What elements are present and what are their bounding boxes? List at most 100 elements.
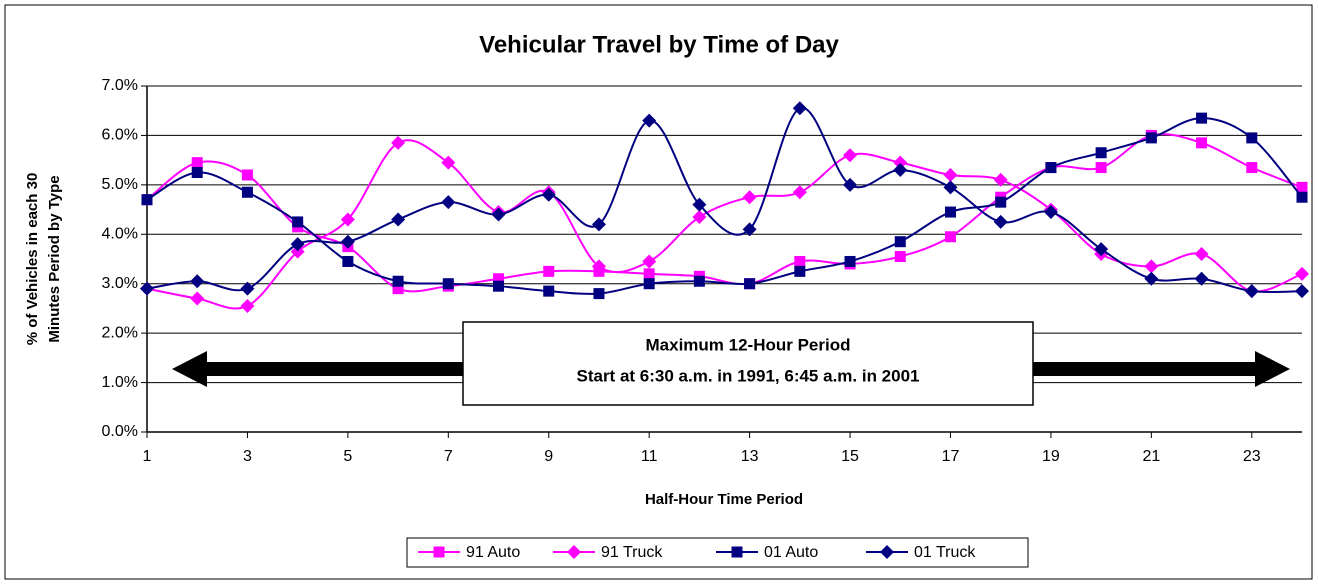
legend-label: 91 Truck: [601, 544, 663, 561]
annotation-box: [462, 321, 1034, 406]
series-line: [146, 117, 1303, 295]
annotation-text: Maximum 12-Hour Period: [646, 335, 851, 354]
x-tick-label: 11: [641, 448, 658, 465]
x-tick-label: 3: [243, 448, 252, 465]
marker: [993, 172, 1008, 187]
y-tick-label: 1.0%: [102, 374, 138, 391]
marker: [1194, 271, 1209, 286]
marker: [1194, 247, 1209, 262]
marker: [493, 273, 505, 285]
marker: [541, 187, 556, 202]
y-tick-label: 4.0%: [102, 226, 138, 243]
plot: [140, 101, 1309, 313]
marker: [893, 163, 908, 178]
marker: [1043, 205, 1058, 220]
x-tick-label: 5: [343, 448, 352, 465]
marker: [241, 186, 253, 198]
marker: [1296, 181, 1308, 193]
marker: [843, 148, 858, 163]
legend-label: 01 Auto: [764, 544, 818, 561]
marker: [1296, 191, 1308, 203]
marker: [643, 268, 655, 280]
marker: [792, 185, 807, 200]
marker: [543, 265, 555, 277]
marker: [643, 278, 655, 290]
marker: [391, 135, 406, 150]
marker: [642, 113, 657, 128]
marker: [441, 155, 456, 170]
marker: [1144, 259, 1159, 274]
marker: [1095, 162, 1107, 174]
y-tick-label: 0.0%: [102, 423, 138, 440]
chart-title: Vehicular Travel by Time of Day: [479, 31, 839, 58]
marker: [742, 190, 757, 205]
marker: [944, 206, 956, 218]
marker: [692, 197, 707, 212]
marker: [843, 177, 858, 192]
marker: [190, 274, 205, 289]
x-tick-label: 19: [1042, 448, 1060, 465]
marker: [1094, 242, 1109, 257]
marker: [591, 217, 606, 232]
marker: [140, 281, 154, 296]
marker: [340, 234, 355, 249]
marker: [441, 195, 456, 210]
left-arrow: [172, 351, 470, 387]
legend-label: 01 Truck: [914, 544, 976, 561]
legend-label: 91 Auto: [466, 544, 520, 561]
marker: [794, 265, 806, 277]
marker: [1045, 162, 1057, 174]
marker: [1246, 132, 1258, 144]
marker: [342, 255, 354, 267]
legend-marker: [567, 545, 581, 559]
legend-marker: [880, 545, 894, 559]
marker: [893, 155, 908, 170]
marker: [1095, 147, 1107, 159]
marker: [1295, 266, 1309, 281]
y-axis-title-line: % of Vehicles in each 30: [24, 173, 41, 346]
marker: [894, 251, 906, 263]
marker: [744, 278, 756, 290]
y-tick-label: 5.0%: [102, 176, 138, 193]
grid: 0.0%1.0%2.0%3.0%4.0%5.0%6.0%7.0%1 3 5 7 9 11 1…: [102, 77, 1302, 465]
marker: [491, 207, 506, 222]
marker: [241, 169, 253, 181]
y-axis-title: % of Vehicles in each 30 Minutes Period …: [24, 173, 63, 346]
marker: [944, 231, 956, 243]
x-tick-label: 1: [143, 448, 152, 465]
legend: 91 Auto 91 Truck 01 Auto 01 Truck: [418, 544, 976, 561]
marker: [493, 280, 505, 292]
marker: [340, 212, 355, 227]
marker: [191, 157, 203, 169]
marker: [442, 278, 454, 290]
marker: [742, 222, 757, 237]
y-tick-label: 3.0%: [102, 275, 138, 292]
marker: [692, 209, 707, 224]
marker: [591, 259, 606, 274]
marker: [1244, 284, 1259, 299]
right-arrow: [1028, 351, 1290, 387]
marker: [392, 283, 404, 295]
marker: [642, 254, 657, 269]
x-tick-label: 23: [1243, 448, 1261, 465]
marker: [392, 275, 404, 287]
marker: [794, 255, 806, 267]
marker: [190, 291, 205, 306]
marker: [943, 180, 958, 195]
marker: [191, 167, 203, 178]
marker: [290, 244, 305, 259]
marker: [391, 212, 406, 227]
marker: [1196, 112, 1208, 124]
x-tick-label: 9: [544, 448, 553, 465]
x-tick-label: 17: [942, 448, 960, 465]
annotation-text: Start at 6:30 a.m. in 1991, 6:45 a.m. in…: [576, 366, 919, 385]
marker: [1145, 132, 1157, 144]
marker: [290, 237, 305, 252]
marker: [1246, 162, 1258, 174]
marker: [141, 194, 153, 206]
marker: [292, 216, 304, 228]
marker: [993, 214, 1008, 229]
marker: [894, 236, 906, 248]
legend-marker: [731, 546, 743, 558]
